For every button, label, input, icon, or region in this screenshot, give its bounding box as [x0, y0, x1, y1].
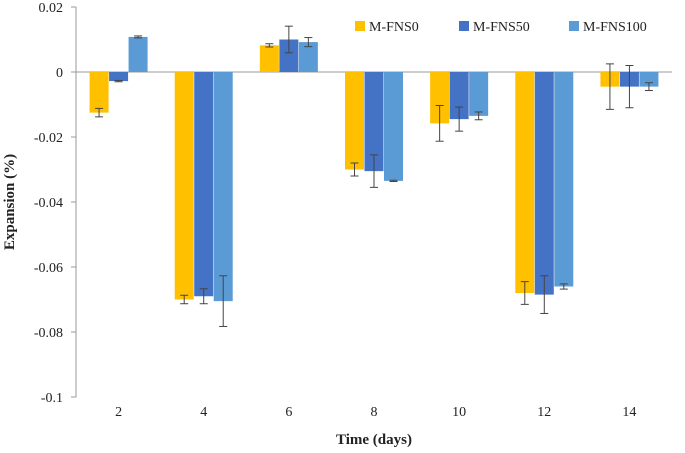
bar-series-group — [89, 36, 659, 302]
x-tick-label: 12 — [537, 405, 551, 420]
x-tick-label: 4 — [200, 405, 207, 420]
legend-label: M-FNS0 — [369, 20, 419, 35]
error-bars-group — [95, 25, 653, 327]
x-tick-label: 14 — [622, 405, 636, 420]
x-axis-title: Time (days) — [336, 432, 412, 448]
bar — [384, 72, 403, 181]
y-tick-label: -0.02 — [34, 131, 63, 146]
y-tick-label: 0.02 — [39, 1, 64, 16]
legend: M-FNS0 M-FNS50 M-FNS100 — [355, 20, 647, 35]
bar — [109, 72, 129, 82]
x-tick-label: 2 — [115, 405, 122, 420]
bar — [174, 72, 194, 300]
y-axis: 0.02 0 -0.02 -0.04 -0.06 -0.08 -0.1 — [34, 1, 76, 406]
bar — [259, 45, 279, 72]
legend-label: M-FNS100 — [583, 20, 647, 35]
bar — [213, 72, 233, 302]
bar — [554, 72, 574, 287]
y-tick-label: 0 — [56, 66, 63, 81]
bar — [89, 72, 109, 113]
bar — [534, 72, 554, 295]
y-tick-label: -0.1 — [41, 391, 63, 406]
bar — [430, 72, 450, 124]
y-tick-label: -0.04 — [34, 196, 63, 211]
bar — [364, 72, 384, 172]
bar — [469, 72, 489, 116]
legend-swatch — [459, 21, 469, 31]
x-tick-label: 10 — [452, 405, 466, 420]
x-tick-label: 8 — [371, 405, 378, 420]
bar — [279, 39, 299, 72]
bar — [194, 72, 214, 297]
bar — [345, 72, 364, 170]
bar — [639, 72, 659, 87]
bar — [449, 72, 469, 120]
bar — [298, 42, 318, 72]
x-axis: 2 4 6 8 10 12 14 — [115, 405, 636, 420]
y-axis-title: Expansion (%) — [2, 154, 18, 250]
plot-area — [75, 7, 672, 397]
bar — [515, 72, 535, 293]
y-tick-label: -0.08 — [34, 326, 63, 341]
x-tick-label: 6 — [285, 405, 292, 420]
y-tick-label: -0.06 — [34, 261, 63, 276]
legend-swatch — [569, 21, 579, 31]
legend-swatch — [355, 21, 365, 31]
bar — [128, 36, 148, 72]
legend-label: M-FNS50 — [473, 20, 530, 35]
